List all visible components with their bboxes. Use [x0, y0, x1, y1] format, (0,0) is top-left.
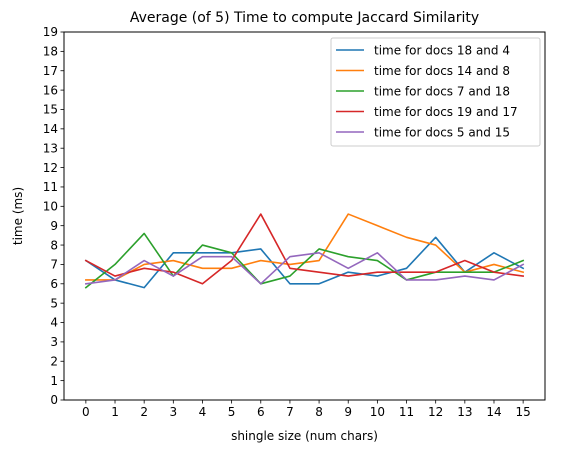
- x-tick-label: 14: [486, 405, 501, 419]
- y-tick-label: 15: [43, 103, 58, 117]
- y-tick-label: 10: [43, 200, 58, 214]
- legend-label: time for docs 5 and 15: [374, 125, 510, 139]
- x-tick-label: 2: [140, 405, 148, 419]
- y-tick-label: 5: [50, 296, 58, 310]
- chart-title: Average (of 5) Time to compute Jaccard S…: [130, 10, 479, 26]
- series-line-5: [84, 252, 525, 285]
- y-tick-label: 4: [50, 316, 58, 330]
- x-tick-label: 15: [515, 405, 530, 419]
- series-line-4: [84, 213, 525, 285]
- y-tick-label: 8: [50, 238, 58, 252]
- x-tick-label: 5: [228, 405, 236, 419]
- series-line-3: [84, 232, 525, 289]
- legend-label: time for docs 7 and 18: [374, 84, 510, 98]
- x-axis-ticks: 0 1 2 3 4 5 6 7 8 9 10 11 12 13 14 15: [82, 400, 531, 419]
- y-tick-label: 18: [43, 45, 58, 59]
- legend-label: time for docs 14 and 8: [374, 64, 510, 78]
- y-tick-label: 12: [43, 161, 58, 175]
- axes-frame: [63, 31, 546, 401]
- plot-area: [63, 31, 546, 401]
- y-tick-label: 7: [50, 258, 58, 272]
- y-tick-label: 2: [50, 354, 58, 368]
- y-tick-label: 16: [43, 83, 58, 97]
- x-tick-label: 6: [257, 405, 265, 419]
- x-tick-label: 12: [428, 405, 443, 419]
- x-tick-label: 3: [169, 405, 177, 419]
- legend-box: [330, 37, 541, 147]
- y-axis-label: time (ms): [11, 187, 25, 245]
- x-tick-label: 10: [370, 405, 385, 419]
- y-tick-label: 0: [50, 393, 58, 407]
- y-tick-label: 9: [50, 219, 58, 233]
- x-tick-label: 7: [286, 405, 294, 419]
- x-tick-label: 0: [82, 405, 90, 419]
- legend-entries: time for docs 18 and 4 time for docs 14 a…: [336, 43, 518, 139]
- x-tick-label: 1: [111, 405, 119, 419]
- y-tick-label: 14: [43, 122, 58, 136]
- x-axis-label: shingle size (num chars): [231, 429, 378, 443]
- legend-label: time for docs 19 and 17: [374, 105, 518, 119]
- y-tick-label: 13: [43, 141, 58, 155]
- x-tick-label: 13: [457, 405, 472, 419]
- x-tick-label: 4: [199, 405, 207, 419]
- y-tick-label: 17: [43, 64, 58, 78]
- y-tick-label: 6: [50, 277, 58, 291]
- x-tick-label: 8: [315, 405, 323, 419]
- x-tick-label: 11: [399, 405, 414, 419]
- legend: time for docs 18 and 4 time for docs 14 a…: [330, 37, 541, 147]
- series-lines: [84, 213, 525, 289]
- y-tick-label: 3: [50, 335, 58, 349]
- y-tick-label: 11: [43, 180, 58, 194]
- x-tick-label: 9: [344, 405, 352, 419]
- y-tick-label: 1: [50, 374, 58, 388]
- y-tick-label: 19: [43, 25, 58, 39]
- legend-label: time for docs 18 and 4: [374, 43, 510, 57]
